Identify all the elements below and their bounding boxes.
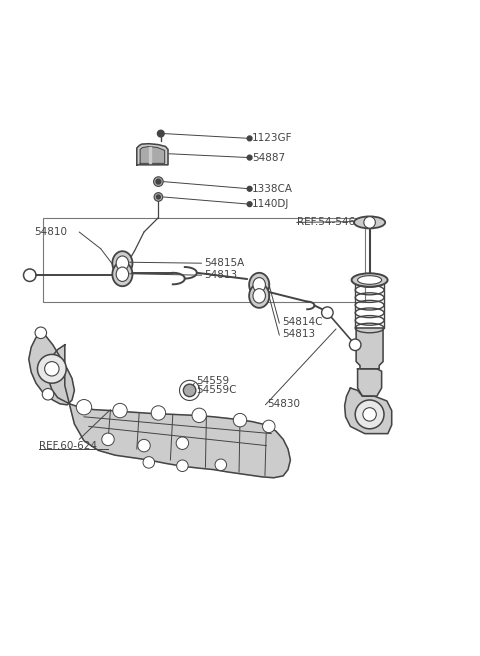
Ellipse shape — [249, 273, 269, 297]
Circle shape — [76, 400, 92, 415]
Circle shape — [102, 433, 114, 445]
Circle shape — [37, 354, 66, 383]
Ellipse shape — [116, 267, 129, 281]
Circle shape — [157, 131, 164, 137]
Circle shape — [176, 437, 189, 449]
Circle shape — [138, 440, 150, 452]
Circle shape — [233, 413, 247, 427]
Polygon shape — [358, 369, 382, 396]
Circle shape — [35, 327, 47, 338]
Ellipse shape — [116, 256, 129, 270]
Circle shape — [156, 179, 161, 184]
Polygon shape — [149, 146, 151, 163]
Text: REF.60-624: REF.60-624 — [39, 441, 97, 451]
Text: 54814C: 54814C — [282, 318, 323, 327]
Ellipse shape — [354, 216, 385, 228]
Polygon shape — [137, 144, 168, 165]
Text: 1140DJ: 1140DJ — [252, 199, 289, 209]
Circle shape — [113, 403, 127, 418]
Text: 54559C: 54559C — [196, 385, 236, 396]
Ellipse shape — [253, 289, 265, 303]
Circle shape — [151, 406, 166, 420]
Text: 1338CA: 1338CA — [252, 184, 293, 194]
Circle shape — [355, 400, 384, 429]
Ellipse shape — [112, 251, 132, 276]
Polygon shape — [345, 388, 392, 434]
Circle shape — [247, 202, 252, 207]
Circle shape — [183, 384, 196, 397]
Circle shape — [247, 186, 252, 191]
Text: 54813: 54813 — [282, 329, 315, 339]
Polygon shape — [356, 328, 383, 369]
Text: 54813: 54813 — [204, 270, 237, 280]
Ellipse shape — [112, 262, 132, 286]
Circle shape — [42, 388, 54, 400]
Text: 54815A: 54815A — [204, 258, 244, 268]
Circle shape — [192, 408, 206, 422]
Circle shape — [154, 177, 163, 186]
Circle shape — [322, 307, 333, 318]
Circle shape — [363, 407, 376, 421]
Text: 54887: 54887 — [252, 153, 285, 163]
Ellipse shape — [253, 277, 265, 292]
Polygon shape — [140, 146, 165, 163]
Text: 54830: 54830 — [267, 399, 300, 409]
Circle shape — [156, 195, 160, 199]
Circle shape — [263, 420, 275, 433]
Circle shape — [247, 155, 252, 160]
Ellipse shape — [249, 284, 269, 308]
Ellipse shape — [358, 276, 382, 284]
Polygon shape — [48, 345, 290, 478]
Text: 54810: 54810 — [35, 227, 68, 237]
Circle shape — [45, 361, 59, 376]
Circle shape — [177, 460, 188, 472]
Circle shape — [364, 216, 375, 228]
Circle shape — [143, 457, 155, 468]
Circle shape — [215, 459, 227, 470]
Text: 54559: 54559 — [196, 376, 229, 386]
Polygon shape — [29, 333, 74, 405]
Text: REF.54-546: REF.54-546 — [297, 217, 355, 228]
Text: 1123GF: 1123GF — [252, 133, 292, 144]
Circle shape — [154, 193, 163, 201]
Ellipse shape — [351, 274, 388, 287]
Circle shape — [247, 136, 252, 141]
Circle shape — [349, 339, 361, 350]
